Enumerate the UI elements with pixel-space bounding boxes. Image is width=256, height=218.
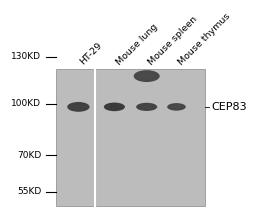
Ellipse shape: [72, 104, 84, 109]
Ellipse shape: [136, 103, 157, 111]
Text: CEP83: CEP83: [211, 102, 247, 112]
Ellipse shape: [140, 73, 154, 79]
Ellipse shape: [171, 105, 182, 109]
Text: 55KD: 55KD: [17, 187, 41, 196]
Ellipse shape: [141, 105, 153, 109]
FancyBboxPatch shape: [56, 69, 205, 206]
Ellipse shape: [134, 70, 160, 82]
Text: Mouse thymus: Mouse thymus: [176, 12, 232, 67]
Text: HT-29: HT-29: [78, 41, 104, 67]
Text: Mouse spleen: Mouse spleen: [147, 14, 199, 67]
Text: 70KD: 70KD: [17, 151, 41, 160]
Ellipse shape: [167, 103, 186, 111]
Text: 130KD: 130KD: [11, 52, 41, 61]
Ellipse shape: [67, 102, 90, 112]
Text: 100KD: 100KD: [11, 99, 41, 108]
Text: Mouse lung: Mouse lung: [114, 22, 159, 67]
Ellipse shape: [104, 102, 125, 111]
Ellipse shape: [109, 105, 120, 109]
